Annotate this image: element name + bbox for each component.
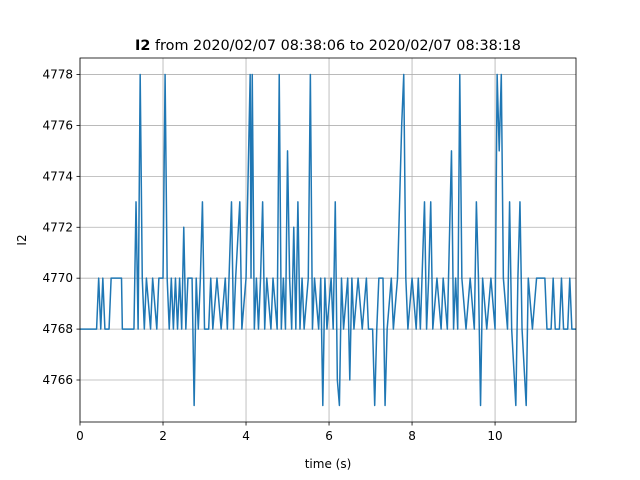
y-axis-label: I2 — [15, 234, 29, 245]
y-tick-label: 4772 — [42, 220, 73, 234]
data-line — [80, 73, 576, 407]
x-tick-label: 4 — [242, 429, 250, 443]
title-name: I2 — [135, 38, 150, 54]
x-tick-label: 10 — [487, 429, 502, 443]
x-tick-label: 2 — [159, 429, 167, 443]
x-tick-label: 0 — [76, 429, 84, 443]
x-tick-label: 6 — [325, 429, 333, 443]
chart-title: I2 from 2020/02/07 08:38:06 to 2020/02/0… — [135, 38, 521, 54]
x-tick-label: 8 — [408, 429, 416, 443]
y-tick-label: 4770 — [42, 271, 73, 285]
y-tick-label: 4778 — [42, 68, 73, 82]
y-tick-label: 4776 — [42, 118, 73, 132]
x-axis-label: time (s) — [305, 457, 352, 471]
y-tick-label: 4774 — [42, 169, 73, 183]
y-tick-label: 4768 — [42, 322, 73, 336]
y-tick-label: 4766 — [42, 373, 73, 387]
title-text: from 2020/02/07 08:38:06 to 2020/02/07 0… — [155, 38, 521, 54]
axes-frame — [79, 57, 577, 423]
